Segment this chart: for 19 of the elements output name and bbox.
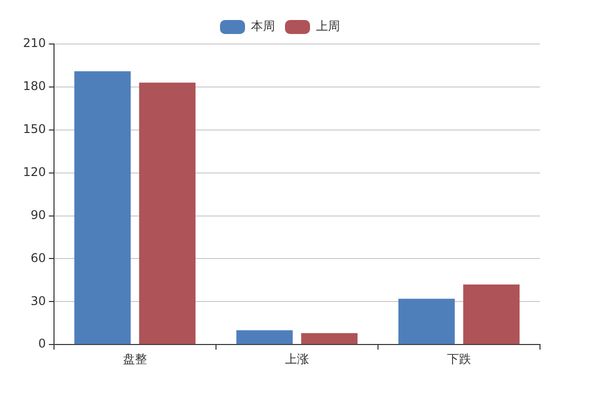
y-tick-label: 60 bbox=[30, 250, 46, 265]
x-tick-label: 盘整 bbox=[122, 352, 147, 366]
x-tick-label: 下跌 bbox=[446, 352, 471, 366]
y-tick-label: 210 bbox=[23, 36, 46, 50]
bar bbox=[139, 82, 196, 344]
y-tick-label: 30 bbox=[30, 294, 46, 308]
x-tick-label: 上涨 bbox=[284, 352, 309, 366]
legend-label: 上周 bbox=[316, 19, 340, 34]
legend-label: 本周 bbox=[251, 19, 275, 34]
bar bbox=[74, 71, 131, 344]
y-tick-label: 120 bbox=[23, 164, 46, 179]
y-tick-label: 150 bbox=[23, 122, 46, 136]
bar bbox=[301, 333, 358, 344]
bar bbox=[236, 330, 293, 344]
y-tick-label: 0 bbox=[38, 336, 46, 351]
bar bbox=[398, 298, 455, 344]
bar bbox=[463, 284, 520, 344]
y-tick-label: 180 bbox=[23, 79, 46, 94]
y-tick-label: 90 bbox=[30, 208, 46, 222]
